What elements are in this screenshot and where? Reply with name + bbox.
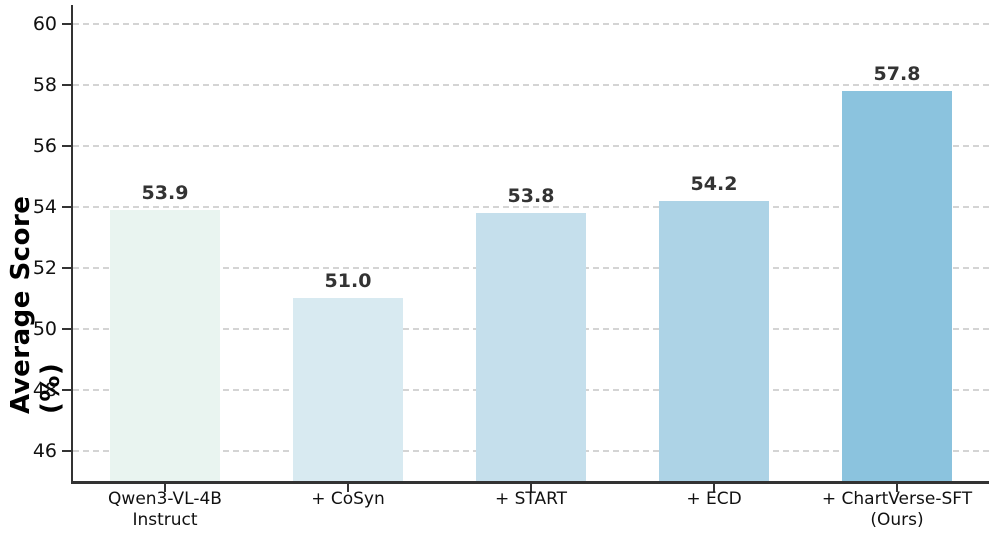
y-tick-mark [62, 205, 71, 208]
bar [476, 212, 586, 481]
bar-value-label: 53.8 [507, 184, 555, 207]
x-tick-mark [530, 484, 532, 492]
bar [293, 298, 403, 481]
bar [659, 200, 769, 481]
gridline [73, 144, 989, 147]
bar-value-label: 57.8 [873, 62, 921, 85]
bar-value-label: 54.2 [690, 172, 738, 195]
y-tick-mark [62, 388, 71, 391]
y-tick-mark [62, 327, 71, 330]
bar [110, 209, 220, 481]
x-tick-mark [713, 484, 715, 492]
y-tick-mark [62, 449, 71, 452]
y-tick-label: 48 [32, 378, 57, 401]
gridline [73, 205, 989, 208]
gridline [73, 22, 989, 25]
x-tick-label: + CoSyn [311, 489, 385, 509]
bar-value-label: 51.0 [324, 270, 372, 293]
gridline [73, 83, 989, 86]
x-tick-mark [164, 484, 166, 492]
x-tick-mark [347, 484, 349, 492]
x-tick-mark [896, 484, 898, 492]
plot-area: 46 48 50 52 54 56 58 60 53.9 51.0 53.8 54.2 57.8 [33, 5, 989, 492]
x-tick-label: Qwen3-VL-4B Instruct [108, 489, 222, 530]
y-tick-mark [62, 83, 71, 86]
x-tick-label: + ECD [686, 489, 742, 509]
y-tick-label: 54 [32, 195, 57, 218]
y-tick-mark [62, 266, 71, 269]
y-tick-mark [62, 22, 71, 25]
y-tick-mark [62, 144, 71, 147]
y-tick-label: 60 [32, 12, 57, 35]
y-tick-label: 46 [32, 439, 57, 462]
x-tick-label: + START [494, 489, 568, 509]
y-tick-label: 58 [32, 73, 57, 96]
y-tick-label: 50 [32, 317, 57, 340]
y-tick-label: 52 [32, 256, 57, 279]
bar [842, 90, 952, 481]
bar-value-label: 53.9 [141, 181, 189, 204]
y-tick-label: 56 [32, 134, 57, 157]
x-tick-label: + ChartVerse-SFT (Ours) [821, 489, 973, 530]
